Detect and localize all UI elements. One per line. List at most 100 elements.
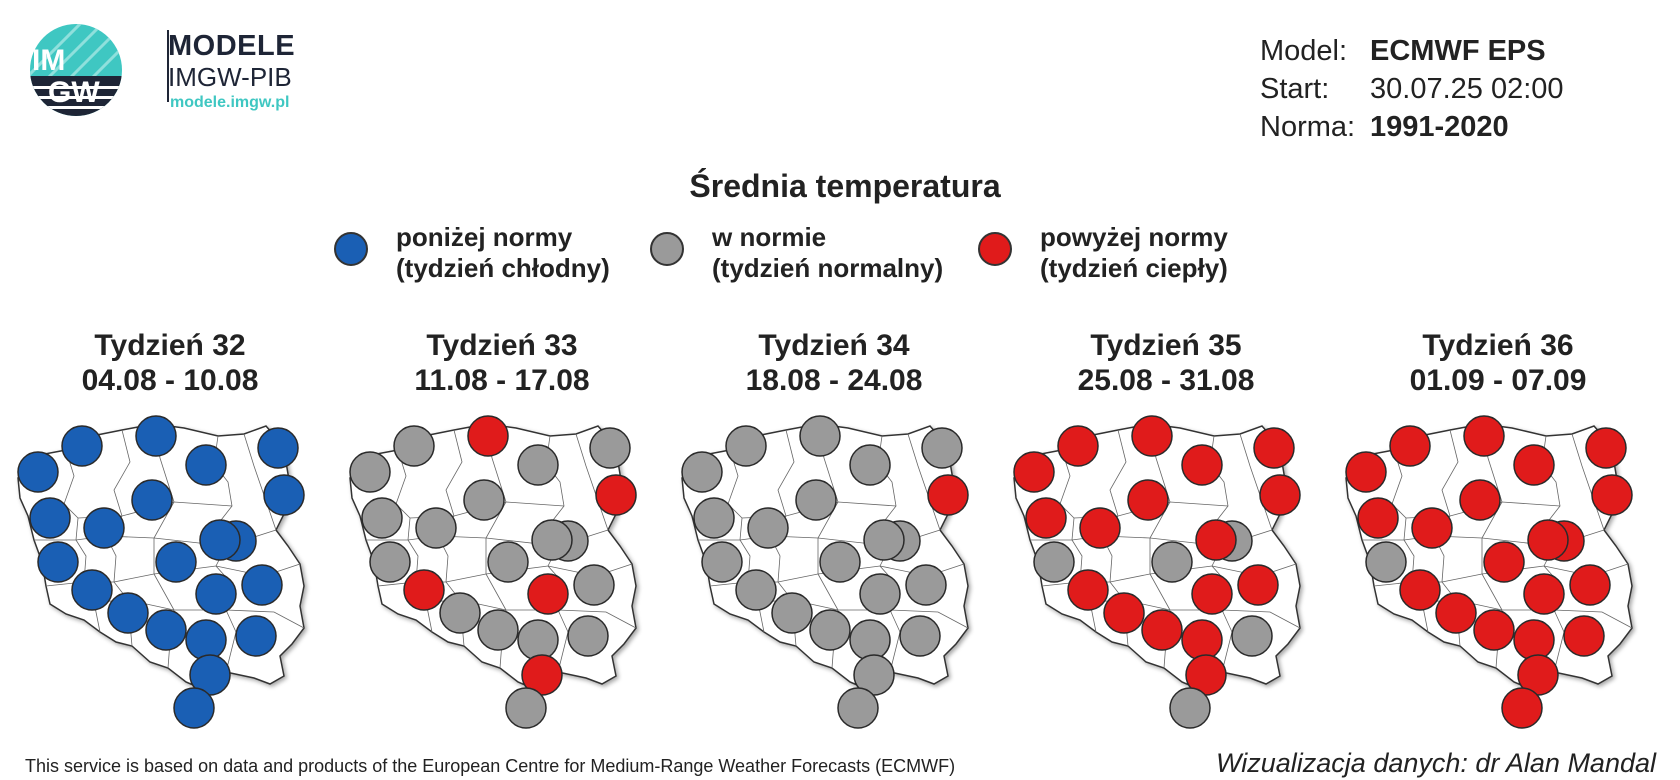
- station-marker-suwalki: [927, 474, 969, 516]
- station-marker-poznan: [747, 507, 789, 549]
- station-marker-kielce: [527, 573, 569, 615]
- station-marker-koszalin: [61, 425, 103, 467]
- week-title: Tydzień 32 04.08 - 10.08: [4, 328, 336, 398]
- station-marker-wroclaw: [1067, 569, 1109, 611]
- brand-url[interactable]: modele.imgw.pl: [170, 94, 290, 111]
- week-title: Tydzień 35 25.08 - 31.08: [1000, 328, 1332, 398]
- station-marker-warszawa: [1569, 564, 1611, 606]
- station-marker-wroclaw: [71, 569, 113, 611]
- station-marker-koszalin: [1389, 425, 1431, 467]
- station-marker-katowice: [145, 609, 187, 651]
- week-panel-34: Tydzień 34 18.08 - 24.08: [668, 328, 1000, 729]
- station-marker-plock: [863, 519, 905, 561]
- station-marker-warszawa: [573, 564, 615, 606]
- station-marker-katowice: [1473, 609, 1515, 651]
- station-marker-opole: [1103, 592, 1145, 634]
- station-marker-koszalin: [725, 425, 767, 467]
- station-marker-gorzow: [1357, 497, 1399, 539]
- station-marker-plock: [1195, 519, 1237, 561]
- station-marker-gdansk: [185, 444, 227, 486]
- station-marker-zakopane: [173, 687, 215, 729]
- week-panel-33: Tydzień 33 11.08 - 17.08: [336, 328, 668, 729]
- meta-norm-label: Norma:: [1260, 111, 1356, 143]
- station-marker-olsztyn: [257, 427, 299, 469]
- station-marker-zielona-gora: [701, 541, 743, 583]
- forecast-meta: Model: ECMWF EPS Start: 30.07.25 02:00 Nor…: [1260, 32, 1564, 146]
- station-marker-lublin: [235, 615, 277, 657]
- station-marker-zielona-gora: [369, 541, 411, 583]
- station-marker-zakopane: [1501, 687, 1543, 729]
- meta-start-value: 30.07.25 02:00: [1370, 73, 1564, 105]
- station-marker-kielce: [1191, 573, 1233, 615]
- week-dates: 11.08 - 17.08: [414, 364, 590, 397]
- week-label: Tydzień 35: [1090, 329, 1242, 362]
- week-panel-32: Tydzień 32 04.08 - 10.08: [4, 328, 336, 729]
- station-marker-suwalki: [1259, 474, 1301, 516]
- station-marker-kielce: [859, 573, 901, 615]
- station-marker-zakopane: [505, 687, 547, 729]
- station-marker-warszawa: [1237, 564, 1279, 606]
- week-label: Tydzień 33: [426, 329, 578, 362]
- week-panel-36: Tydzień 36 01.09 - 07.09: [1332, 328, 1664, 729]
- station-marker-katowice: [809, 609, 851, 651]
- station-marker-koszalin: [1057, 425, 1099, 467]
- meta-model: Model: ECMWF EPS: [1260, 32, 1564, 70]
- station-marker-krakow: [1513, 619, 1555, 661]
- station-marker-torun: [1127, 479, 1169, 521]
- week-dates: 18.08 - 24.08: [745, 364, 923, 397]
- station-marker-lodz: [819, 541, 861, 583]
- station-marker-olsztyn: [921, 427, 963, 469]
- poland-map: [349, 415, 637, 729]
- station-marker-lublin: [1563, 615, 1605, 657]
- brand-title: MODELE: [168, 30, 296, 62]
- station-marker-olsztyn: [1253, 427, 1295, 469]
- meta-norm: Norma: 1991-2020: [1260, 108, 1564, 146]
- station-marker-lublin: [899, 615, 941, 657]
- legend-label-below: poniżej normy (tydzień chłodny): [396, 222, 610, 284]
- station-marker-opole: [1435, 592, 1477, 634]
- station-marker-gdansk: [517, 444, 559, 486]
- station-marker-opole: [439, 592, 481, 634]
- station-marker-lublin: [567, 615, 609, 657]
- meta-start-label: Start:: [1260, 73, 1330, 105]
- legend-swatch-above: [978, 232, 1012, 266]
- poland-map: [1345, 415, 1633, 729]
- station-marker-zielona-gora: [1365, 541, 1407, 583]
- poland-map: [1013, 415, 1301, 729]
- brand-subtitle: IMGW-PIB: [168, 62, 292, 92]
- logo-text-bottom: GW: [48, 76, 100, 109]
- week-title: Tydzień 36 01.09 - 07.09: [1332, 328, 1664, 398]
- footer-credit: Wizualizacja danych: dr Alan Mandal: [1216, 748, 1656, 778]
- station-marker-poznan: [1079, 507, 1121, 549]
- station-marker-leba: [799, 415, 841, 457]
- station-marker-plock: [531, 519, 573, 561]
- station-marker-suwalki: [263, 474, 305, 516]
- meta-model-label: Model:: [1260, 35, 1348, 67]
- station-marker-wroclaw: [403, 569, 445, 611]
- station-marker-lodz: [155, 541, 197, 583]
- week-label: Tydzień 36: [1422, 329, 1574, 362]
- poland-map: [681, 415, 969, 729]
- station-marker-torun: [795, 479, 837, 521]
- station-marker-gorzow: [1025, 497, 1067, 539]
- week-title: Tydzień 33 11.08 - 17.08: [336, 328, 668, 398]
- legend-below-line1: poniżej normy: [396, 222, 573, 252]
- station-marker-poznan: [1411, 507, 1453, 549]
- legend-normal-line2: (tydzień normalny): [712, 253, 944, 283]
- station-marker-szczecin: [681, 451, 723, 493]
- station-marker-krakow: [517, 619, 559, 661]
- station-marker-torun: [1459, 479, 1501, 521]
- station-marker-suwalki: [595, 474, 637, 516]
- week-title: Tydzień 34 18.08 - 24.08: [668, 328, 1000, 398]
- station-marker-gorzow: [693, 497, 735, 539]
- station-marker-zakopane: [837, 687, 879, 729]
- station-marker-olsztyn: [1585, 427, 1627, 469]
- poland-map: [17, 415, 305, 729]
- station-marker-lodz: [1151, 541, 1193, 583]
- station-marker-suwalki: [1591, 474, 1633, 516]
- station-marker-gorzow: [29, 497, 71, 539]
- station-marker-szczecin: [17, 451, 59, 493]
- legend-swatch-normal: [650, 232, 684, 266]
- station-marker-wroclaw: [1399, 569, 1441, 611]
- station-marker-zakopane: [1169, 687, 1211, 729]
